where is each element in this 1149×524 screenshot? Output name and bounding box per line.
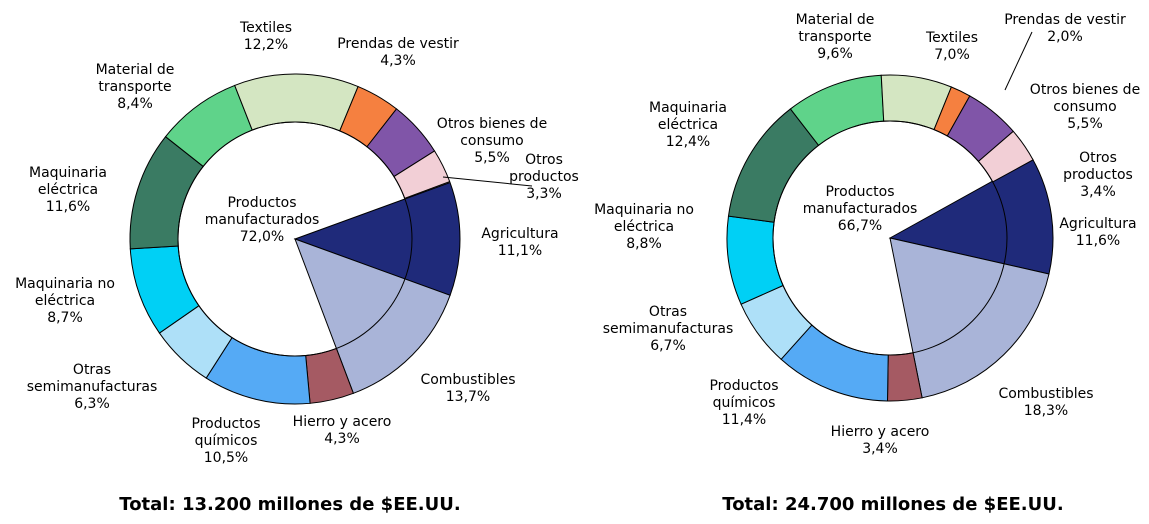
center-label: Productos manufacturados 66,7% — [795, 184, 925, 235]
category-label: Otras semimanufacturas — [602, 304, 734, 337]
segment-label: Otras semimanufacturas 6,3% — [7, 362, 177, 413]
segment-label: Combustibles 18,3% — [986, 386, 1106, 420]
value-label: 2,0% — [1047, 29, 1083, 45]
value-label: 8,8% — [626, 236, 662, 252]
value-label: 4,3% — [324, 431, 360, 447]
category-label: Productos químicos — [709, 378, 779, 411]
leader-line — [1004, 31, 1033, 91]
center-name: Productos manufacturados — [802, 184, 918, 217]
value-label: 11,6% — [45, 199, 91, 215]
category-label: Otros productos — [1063, 150, 1133, 183]
value-label: 9,6% — [817, 46, 853, 62]
center-value: 66,7% — [837, 218, 883, 234]
pie-segment — [294, 238, 451, 394]
category-label: Maquinaria eléctrica — [29, 165, 107, 198]
category-label: Productos químicos — [191, 416, 261, 449]
segment-label: Otros productos 3,4% — [1053, 150, 1143, 201]
category-label: Otros bienes de consumo — [1029, 82, 1141, 115]
chart-title: Total: 13.200 millones de $EE.UU. — [119, 494, 461, 515]
value-label: 18,3% — [1023, 403, 1069, 419]
center-name: Productos manufacturados — [204, 195, 320, 228]
value-label: 8,4% — [117, 96, 153, 112]
value-label: 3,4% — [862, 441, 898, 457]
category-label: Combustibles — [420, 372, 516, 388]
value-label: 6,7% — [650, 338, 686, 354]
center-label: Productos manufacturados 72,0% — [197, 195, 327, 246]
value-label: 6,3% — [74, 396, 110, 412]
category-label: Maquinaria eléctrica — [649, 100, 727, 133]
value-label: 10,5% — [203, 450, 249, 466]
segment-label: Productos químicos 11,4% — [699, 378, 789, 429]
inner-circle — [772, 120, 1008, 356]
category-label: Material de transporte — [795, 12, 875, 45]
value-label: 12,2% — [243, 37, 289, 53]
segment-label: Agricultura 11,1% — [470, 226, 570, 260]
value-label: 11,6% — [1075, 233, 1121, 249]
segment-label: Otras semimanufacturas 6,7% — [583, 304, 753, 355]
segment-label: Hierro y acero 3,4% — [815, 424, 945, 458]
segment-label: Maquinaria no eléctrica 8,7% — [0, 276, 130, 327]
value-label: 4,3% — [380, 53, 416, 69]
category-label: Maquinaria no eléctrica — [15, 276, 115, 309]
value-label: 7,0% — [934, 47, 970, 63]
value-label: 11,4% — [721, 412, 767, 428]
category-label: Maquinaria no eléctrica — [594, 202, 694, 235]
inner-circle — [177, 121, 413, 357]
segment-label: Agricultura 11,6% — [1048, 216, 1148, 250]
segment-label: Material de transporte 8,4% — [80, 62, 190, 113]
segment-label: Textiles 12,2% — [221, 20, 311, 54]
pie-segment — [889, 237, 1050, 399]
segment-label: Otros bienes de consumo 5,5% — [427, 116, 557, 167]
category-label: Prendas de vestir — [337, 36, 459, 52]
segment-label: Prendas de vestir 4,3% — [323, 36, 473, 70]
category-label: Prendas de vestir — [1004, 12, 1126, 28]
value-label: 3,4% — [1080, 184, 1116, 200]
leader-line — [442, 176, 533, 187]
value-label: 13,7% — [445, 389, 491, 405]
value-label: 5,5% — [1067, 116, 1103, 132]
segment-label: Textiles 7,0% — [907, 30, 997, 64]
category-label: Otros bienes de consumo — [436, 116, 548, 149]
segment-label: Maquinaria eléctrica 11,6% — [13, 165, 123, 216]
segment-label: Otros bienes de consumo 5,5% — [1020, 82, 1149, 133]
category-label: Combustibles — [998, 386, 1094, 402]
category-label: Textiles — [925, 30, 978, 46]
pie-segment — [293, 181, 461, 296]
center-value: 72,0% — [239, 229, 285, 245]
segment-label: Maquinaria eléctrica 12,4% — [633, 100, 743, 151]
pie-segment — [888, 158, 1054, 275]
category-label: Otras semimanufacturas — [26, 362, 158, 395]
value-label: 8,7% — [47, 310, 83, 326]
category-label: Textiles — [239, 20, 292, 36]
segment-label: Combustibles 13,7% — [408, 372, 528, 406]
segment-label: Prendas de vestir 2,0% — [990, 12, 1140, 46]
category-label: Hierro y acero — [292, 414, 392, 430]
segment-label: Maquinaria no eléctrica 8,8% — [579, 202, 709, 253]
category-label: Otros productos — [509, 152, 579, 185]
value-label: 3,3% — [526, 186, 562, 202]
category-label: Agricultura — [481, 226, 559, 242]
category-label: Hierro y acero — [830, 424, 930, 440]
segment-label: Hierro y acero 4,3% — [277, 414, 407, 448]
segment-label: Productos químicos 10,5% — [181, 416, 271, 467]
value-label: 11,1% — [497, 243, 543, 259]
segment-label: Otros productos 3,3% — [499, 152, 589, 203]
segment-label: Material de transporte 9,6% — [780, 12, 890, 63]
value-label: 12,4% — [665, 134, 711, 150]
category-label: Material de transporte — [95, 62, 175, 95]
category-label: Agricultura — [1059, 216, 1137, 232]
value-label: 5,5% — [474, 150, 510, 166]
chart-title: Total: 24.700 millones de $EE.UU. — [722, 494, 1064, 515]
